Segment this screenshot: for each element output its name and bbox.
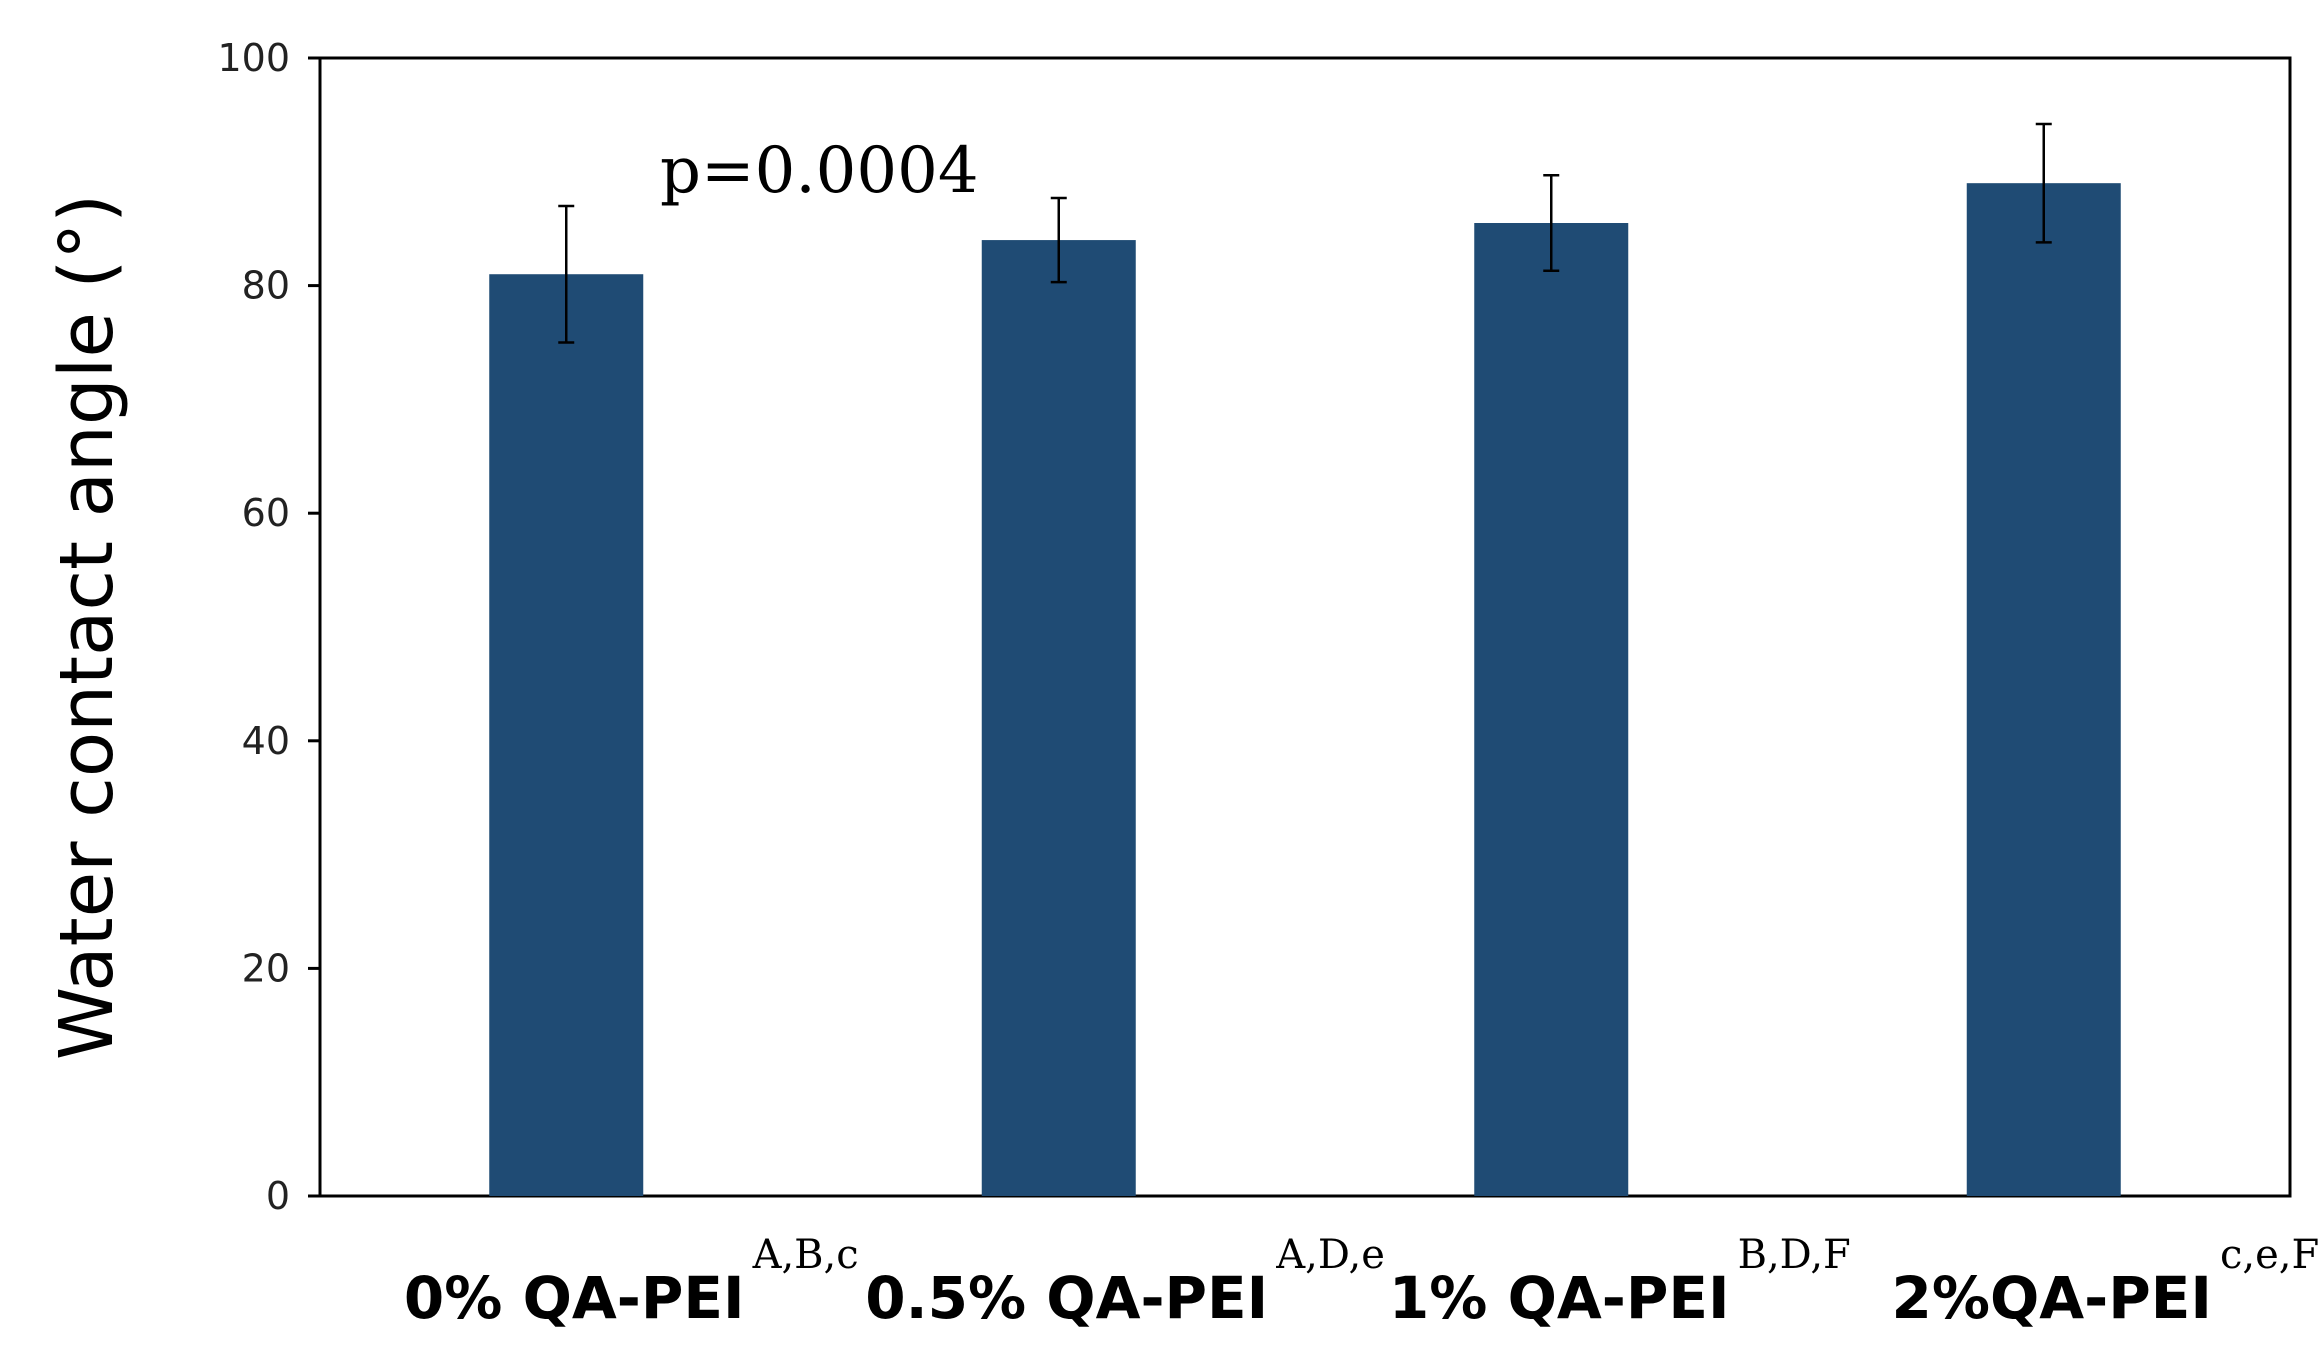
x-category-superscript: A,D,e bbox=[1275, 1232, 1385, 1278]
x-category-superscript: c,e,F bbox=[2220, 1232, 2319, 1278]
y-tick-label: 60 bbox=[242, 491, 290, 535]
x-category-label: 0% QA-PEI bbox=[404, 1264, 745, 1332]
y-tick-label: 100 bbox=[217, 36, 290, 80]
y-axis-label: Water contact angle (°) bbox=[44, 194, 130, 1060]
error-bars bbox=[558, 122, 2052, 344]
bar bbox=[489, 274, 644, 1197]
bar bbox=[981, 240, 1136, 1196]
y-tick-label: 20 bbox=[242, 946, 290, 990]
y-axis-ticks: 0 20 40 60 80 100 bbox=[217, 36, 320, 1218]
x-category-label: 1% QA-PEI bbox=[1389, 1264, 1730, 1332]
y-tick-label: 0 bbox=[266, 1174, 290, 1218]
bar bbox=[1474, 223, 1629, 1196]
x-category-superscript: A,B,c bbox=[752, 1232, 859, 1278]
y-tick-label: 40 bbox=[242, 719, 290, 763]
x-category-label: 0.5% QA-PEI bbox=[865, 1264, 1268, 1332]
plot-area-frame bbox=[318, 56, 2292, 1198]
x-category-label: 2%QA-PEI bbox=[1892, 1264, 2212, 1332]
y-tick-label: 80 bbox=[242, 264, 290, 308]
bar bbox=[1966, 183, 2121, 1196]
x-category-superscript: B,D,F bbox=[1738, 1232, 1851, 1278]
bars bbox=[489, 183, 2121, 1197]
p-value-annotation: p=0.0004 bbox=[660, 134, 979, 208]
